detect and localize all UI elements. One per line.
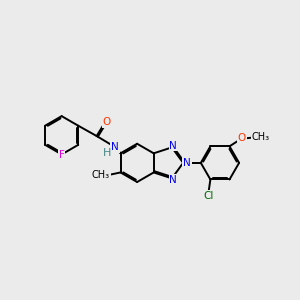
Text: N: N <box>169 141 177 151</box>
Text: N: N <box>169 175 177 185</box>
Text: O: O <box>103 117 111 127</box>
Text: CH₃: CH₃ <box>251 133 269 142</box>
Text: F: F <box>59 150 64 160</box>
Text: N: N <box>111 142 119 152</box>
Text: O: O <box>238 133 246 143</box>
Text: CH₃: CH₃ <box>92 170 110 180</box>
Text: N: N <box>183 158 191 168</box>
Text: Cl: Cl <box>203 191 214 201</box>
Text: H: H <box>103 148 112 158</box>
